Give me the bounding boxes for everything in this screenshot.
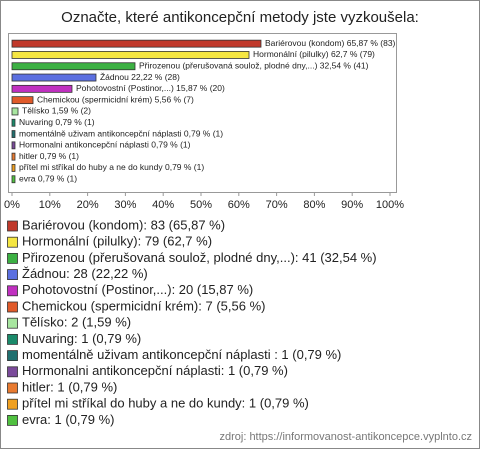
x-tick-label: 20% bbox=[77, 199, 99, 211]
legend-label: Chemickou (spermicidní krém): 7 (5,56 %) bbox=[22, 298, 265, 313]
legend-label: Hormonalni antikoncepční náplasti: 1 (0,… bbox=[22, 363, 288, 378]
x-tick-label: 60% bbox=[228, 199, 250, 211]
bar bbox=[11, 84, 73, 93]
bar bbox=[11, 141, 16, 150]
value-label: Chemickou (spermicidní krém) 5,56 % (7) bbox=[37, 94, 194, 104]
legend-label: Pohotovostní (Postinor,...): 20 (15,87 %… bbox=[22, 282, 253, 297]
value-label: Hormonální (pilulky) 62,7 % (79) bbox=[253, 49, 375, 59]
bar bbox=[11, 130, 16, 138]
legend-swatch bbox=[7, 333, 18, 345]
bar bbox=[11, 62, 136, 71]
x-tick-label: 10% bbox=[39, 199, 61, 211]
value-label: Hormonalni antikoncepční náplasti 0,79 %… bbox=[19, 140, 191, 150]
legend-label: přítel mi stříkal do huby a ne do kundy:… bbox=[22, 396, 309, 411]
bar bbox=[11, 39, 262, 48]
legend-label: Hormonální (pilulky): 79 (62,7 %) bbox=[22, 234, 212, 249]
value-label: Nuvaring 0,79 % (1) bbox=[19, 117, 95, 127]
legend-label: evra: 1 (0,79 %) bbox=[22, 412, 115, 427]
legend-swatch bbox=[7, 220, 18, 232]
value-label: Žádnou 22,22 % (28) bbox=[100, 72, 180, 82]
chart-title: Označte, které antikoncepční metody jste… bbox=[61, 9, 419, 26]
legend-swatch bbox=[7, 252, 18, 264]
legend-swatch bbox=[7, 236, 18, 248]
legend-swatch bbox=[7, 269, 18, 281]
legend-label: Žádnou: 28 (22,22 %) bbox=[22, 266, 148, 281]
value-label: přítel mi stříkal do huby a ne do kundy … bbox=[19, 162, 204, 172]
x-tick-label: 0% bbox=[4, 199, 20, 211]
value-label: evra 0,79 % (1) bbox=[19, 174, 77, 184]
legend-label: momentálně uživam antikoncepční náplasti… bbox=[22, 347, 341, 362]
legend-label: Přirozenou (přerušovaná soulož, plodné d… bbox=[22, 250, 377, 265]
legend-label: Tělísko: 2 (1,59 %) bbox=[22, 315, 131, 330]
source: zdroj: https://informovanost-antikoncepc… bbox=[219, 431, 472, 443]
legend-label: Nuvaring: 1 (0,79 %) bbox=[22, 331, 141, 346]
plot-area bbox=[8, 33, 397, 193]
legend-swatch bbox=[7, 398, 18, 410]
legend-swatch bbox=[7, 382, 18, 394]
bar bbox=[11, 51, 250, 59]
bar bbox=[11, 118, 16, 127]
legend-swatch bbox=[7, 414, 18, 426]
value-label: Přirozenou (přerušovaná soulož, plodné d… bbox=[139, 61, 369, 71]
legend-swatch bbox=[7, 301, 18, 313]
x-tick-label: 70% bbox=[266, 199, 288, 211]
x-tick-label: 50% bbox=[190, 199, 212, 211]
legend-swatch bbox=[7, 350, 18, 362]
value-label: Pohotovostní (Postinor,...) 15,87 % (20) bbox=[76, 83, 225, 93]
x-tick-label: 90% bbox=[341, 199, 363, 211]
legend-label: hitler: 1 (0,79 %) bbox=[22, 379, 117, 394]
legend-swatch bbox=[7, 317, 18, 329]
x-tick-label: 40% bbox=[152, 199, 174, 211]
legend-swatch bbox=[7, 366, 18, 378]
legend-label: Bariérovou (kondom): 83 (65,87 %) bbox=[22, 217, 225, 232]
bar bbox=[11, 73, 97, 82]
value-label: momentálně uživam antikoncepční náplasti… bbox=[19, 128, 223, 138]
bar bbox=[11, 164, 16, 172]
bar bbox=[11, 107, 19, 116]
legend-swatch bbox=[7, 285, 18, 297]
bar bbox=[11, 175, 16, 184]
value-label: Tělísko 1,59 % (2) bbox=[22, 106, 91, 116]
x-tick-label: 30% bbox=[114, 199, 136, 211]
value-label: Bariérovou (kondom) 65,87 % (83) bbox=[265, 38, 396, 48]
bar bbox=[11, 152, 16, 161]
x-tick-label: 80% bbox=[303, 199, 325, 211]
x-tick-label: 100% bbox=[376, 199, 404, 211]
value-label: hitler 0,79 % (1) bbox=[19, 151, 79, 161]
bar bbox=[11, 96, 34, 105]
